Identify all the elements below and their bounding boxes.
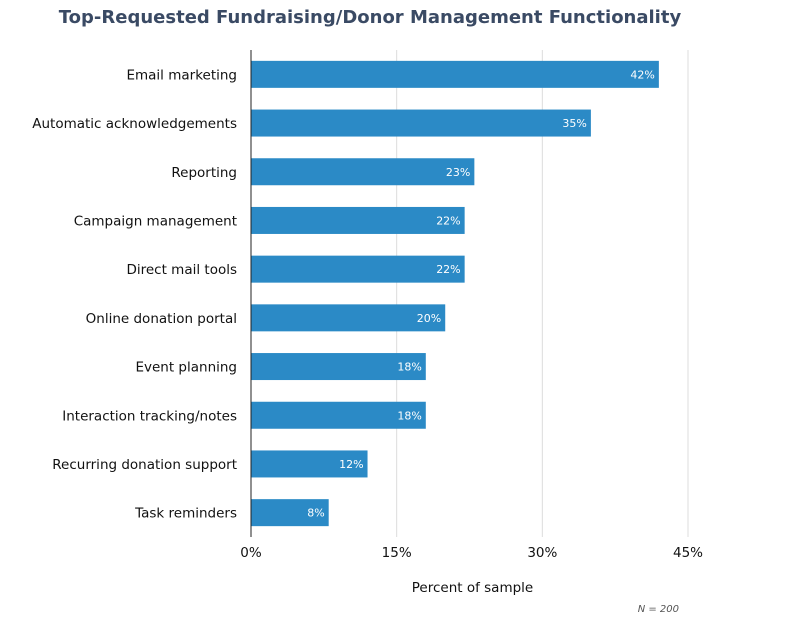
category-label: Interaction tracking/notes: [62, 408, 237, 424]
data-label: 22%: [436, 214, 460, 227]
bar: [251, 109, 591, 137]
bars: 42% 35% 23% 22% 22% 20% 18% 18% 12% 8%: [251, 60, 659, 527]
data-label: 23%: [446, 166, 470, 179]
sample-size-note: N = 200: [638, 604, 679, 615]
x-tick-labels: 0% 15% 30% 45%: [240, 545, 703, 561]
x-tick-label: 0%: [240, 545, 262, 561]
data-label: 18%: [397, 409, 421, 422]
category-label: Recurring donation support: [52, 457, 237, 473]
category-label: Task reminders: [134, 506, 237, 522]
bar: [251, 450, 368, 478]
x-tick-label: 15%: [382, 545, 412, 561]
category-label: Event planning: [135, 360, 237, 376]
bar: [251, 353, 426, 381]
chart-title: Top-Requested Fundraising/Donor Manageme…: [58, 7, 682, 28]
data-label: 20%: [417, 312, 441, 325]
data-label: 8%: [307, 507, 324, 520]
category-label: Email marketing: [126, 67, 237, 83]
bar: [251, 206, 465, 234]
bar: [251, 304, 446, 332]
category-label: Automatic acknowledgements: [32, 116, 237, 132]
data-label: 42%: [630, 68, 654, 81]
x-tick-label: 30%: [527, 545, 557, 561]
x-tick-label: 45%: [673, 545, 703, 561]
category-label: Reporting: [171, 165, 237, 181]
bar: [251, 158, 475, 186]
data-label: 12%: [339, 458, 363, 471]
bar: [251, 499, 329, 527]
category-label: Online donation portal: [86, 311, 237, 327]
data-label: 35%: [562, 117, 586, 130]
x-axis-title: Percent of sample: [412, 580, 533, 596]
data-label: 22%: [436, 263, 460, 276]
category-labels: Email marketing Automatic acknowledgement…: [32, 67, 237, 521]
category-label: Campaign management: [74, 213, 237, 229]
bar: [251, 255, 465, 283]
category-label: Direct mail tools: [126, 262, 237, 278]
data-label: 18%: [397, 361, 421, 374]
bar: [251, 60, 659, 88]
bar: [251, 401, 426, 429]
